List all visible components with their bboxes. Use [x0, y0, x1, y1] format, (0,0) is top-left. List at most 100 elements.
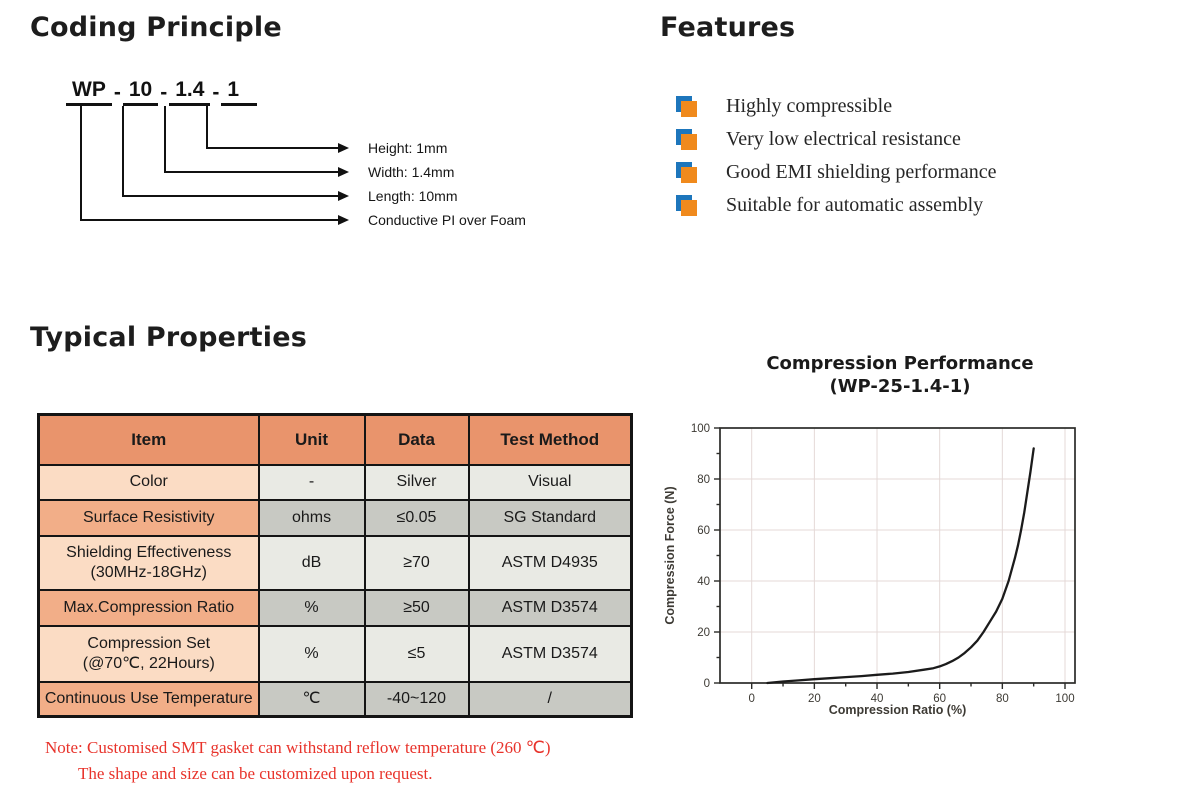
compression-curve	[766, 447, 1035, 685]
diagram-line-height	[206, 147, 339, 149]
table-cell: %	[257, 588, 366, 627]
table-cell: Silver	[363, 463, 470, 501]
feature-item: Good EMI shielding performance	[676, 156, 996, 189]
diagram-line-length	[122, 195, 339, 197]
code-segment: 10	[122, 78, 159, 106]
x-tick-label: 80	[996, 693, 1009, 705]
x-tick-label: 0	[748, 693, 754, 705]
properties-table: Item Unit Data Test Method Color - Silver Visu…	[37, 413, 633, 718]
code-separator: -	[160, 81, 168, 104]
table-cell: SG Standard	[467, 498, 633, 537]
table-cell: ASTM D3574	[467, 624, 633, 683]
bullet-front-square	[681, 199, 697, 216]
table-cell: Continuous Use Temperature	[37, 680, 260, 718]
table-cell: Shielding Effectiveness (30MHz-18GHz)	[37, 534, 260, 591]
arrow-right-icon	[338, 143, 349, 153]
typical-properties-title: Typical Properties	[30, 322, 308, 353]
code-separator: -	[212, 81, 220, 104]
feature-item: Highly compressible	[676, 90, 996, 123]
square-bullet-icon	[676, 128, 698, 151]
chart-title-line1: Compression Performance	[766, 353, 1034, 374]
diagram-line-width	[164, 171, 339, 173]
code-separator: -	[113, 81, 121, 104]
table-row: Color - Silver Visual	[37, 463, 633, 501]
code-label-length: Length: 10mm	[368, 188, 458, 204]
table-cell: ≤0.05	[363, 498, 470, 537]
features-title: Features	[660, 12, 796, 43]
note-text: Note: Customised SMT gasket can withstan…	[45, 735, 551, 787]
chart-title-line2: (WP-25-1.4-1)	[829, 376, 971, 397]
table-cell: -40~120	[363, 680, 470, 718]
table-row: Shielding Effectiveness (30MHz-18GHz) dB ≥…	[37, 534, 633, 591]
table-header-cell: Unit	[257, 413, 366, 466]
chart-title: Compression Performance (WP-25-1.4-1)	[700, 352, 1100, 398]
x-axis-label: Compression Ratio (%)	[829, 703, 967, 717]
diagram-line-type	[80, 106, 82, 221]
square-bullet-icon	[676, 161, 698, 184]
diagram-line-width	[164, 106, 166, 173]
code-label-width: Width: 1.4mm	[368, 164, 455, 180]
table-cell: ≤5	[363, 624, 470, 683]
square-bullet-icon	[676, 95, 698, 118]
table-cell: ohms	[257, 498, 366, 537]
diagram-line-length	[122, 106, 124, 197]
arrow-right-icon	[338, 167, 349, 177]
x-tick-label: 40	[871, 693, 884, 705]
y-tick-label: 20	[697, 627, 710, 639]
table-header-cell: Data	[363, 413, 470, 466]
compression-performance-chart: 0 20 40 60 80 100 0 20 40 60 80 100 Compression Rati…	[663, 423, 1076, 717]
feature-item-label: Very low electrical resistance	[726, 128, 961, 150]
plot-border	[719, 427, 1076, 684]
y-tick-label: 60	[697, 525, 710, 537]
feature-item-label: Suitable for automatic assembly	[726, 194, 984, 216]
coding-principle-title: Coding Principle	[30, 12, 282, 43]
table-row: Compression Set (@70℃, 22Hours)% ≤5 ASTM D…	[37, 624, 633, 683]
table-cell: Max.Compression Ratio	[37, 588, 260, 627]
code-segment: WP	[66, 78, 112, 106]
table-cell: Surface Resistivity	[37, 498, 260, 537]
x-tick-label: 100	[1055, 693, 1074, 705]
table-header: Item Unit Data Test Method	[37, 413, 633, 466]
feature-item: Suitable for automatic assembly	[676, 189, 996, 222]
table-cell: /	[467, 680, 633, 718]
y-tick-label: 0	[704, 678, 710, 690]
x-tick-label: 60	[933, 693, 946, 705]
product-code: WP -10-1.4-1	[66, 78, 258, 106]
table-cell: ASTM D4935	[467, 534, 633, 591]
code-segment: 1.4	[169, 78, 211, 106]
bullet-front-square	[681, 166, 697, 183]
table-cell: Visual	[467, 463, 633, 501]
diagram-line-height	[206, 106, 208, 149]
y-tick-label: 100	[691, 423, 710, 435]
table-row: Surface Resistivity ohms ≤0.05 SG Standard	[37, 498, 633, 537]
feature-item: Very low electrical resistance	[676, 123, 996, 156]
table-cell: ≥70	[363, 534, 470, 591]
y-tick-label: 80	[697, 474, 710, 486]
code-label-material: Conductive PI over Foam	[368, 212, 526, 228]
x-tick-label: 20	[808, 693, 821, 705]
table-row: Max.Compression Ratio% ≥50 ASTM D3574	[37, 588, 633, 627]
table-cell: ASTM D3574	[467, 588, 633, 627]
table-row: Continuous Use Temperature ℃ -40~120/	[37, 680, 633, 718]
table-cell: %	[257, 624, 366, 683]
table-cell: ℃	[257, 680, 366, 718]
table-cell: ≥50	[363, 588, 470, 627]
square-bullet-icon	[676, 194, 698, 217]
table-cell: -	[257, 463, 366, 501]
features-list: Highly compressible Very low electrical r…	[676, 90, 996, 222]
table-cell: Color	[37, 463, 260, 501]
feature-item-label: Good EMI shielding performance	[726, 161, 997, 183]
note-line-2: The shape and size can be customized upo…	[78, 764, 433, 783]
note-line-1: Note: Customised SMT gasket can withstan…	[45, 738, 551, 757]
table-cell: Compression Set (@70℃, 22Hours)	[37, 624, 260, 683]
code-segment: 1	[221, 78, 258, 106]
feature-item-label: Highly compressible	[726, 95, 893, 117]
table-header-cell: Test Method	[467, 413, 633, 466]
y-axis-label: Compression Force (N)	[663, 486, 677, 624]
arrow-right-icon	[338, 215, 349, 225]
arrow-right-icon	[338, 191, 349, 201]
code-label-height: Height: 1mm	[368, 140, 448, 156]
table-cell: dB	[257, 534, 366, 591]
table-header-cell: Item	[37, 413, 260, 466]
y-tick-label: 40	[697, 576, 710, 588]
